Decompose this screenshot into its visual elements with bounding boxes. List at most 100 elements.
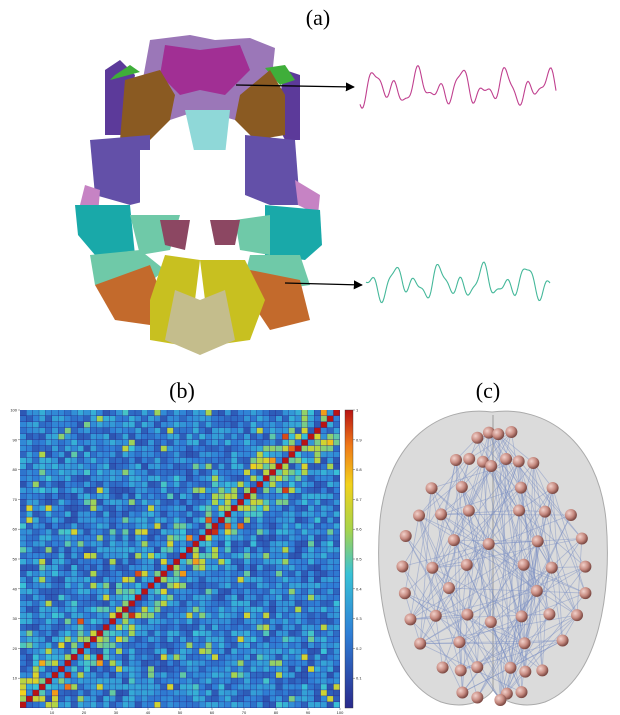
- heatmap-cell: [90, 428, 96, 434]
- heatmap-cell: [110, 583, 116, 589]
- heatmap-cell: [20, 595, 26, 601]
- heatmap-cell: [52, 565, 58, 571]
- heatmap-cell: [135, 553, 141, 559]
- heatmap-cell: [308, 428, 314, 434]
- heatmap-cell: [20, 529, 26, 535]
- heatmap-cell: [78, 642, 84, 648]
- heatmap-cell: [142, 583, 148, 589]
- heatmap-cell: [321, 529, 327, 535]
- heatmap-cell: [65, 422, 71, 428]
- heatmap-cell: [308, 648, 314, 654]
- heatmap-cell: [103, 577, 109, 583]
- heatmap-cell: [103, 476, 109, 482]
- heatmap-cell: [289, 416, 295, 422]
- heatmap-cell: [110, 428, 116, 434]
- heatmap-cell: [122, 517, 128, 523]
- heatmap-cell: [46, 672, 52, 678]
- heatmap-cell: [238, 690, 244, 696]
- heatmap-cell: [71, 648, 77, 654]
- heatmap-cell: [276, 595, 282, 601]
- heatmap-cell: [186, 595, 192, 601]
- heatmap-cell: [250, 464, 256, 470]
- heatmap-cell: [250, 607, 256, 613]
- heatmap-cell: [154, 696, 160, 702]
- heatmap-cell: [161, 702, 167, 708]
- heatmap-cell: [84, 625, 90, 631]
- node: [531, 585, 543, 597]
- heatmap-cell: [20, 541, 26, 547]
- heatmap-cell: [193, 583, 199, 589]
- heatmap-cell: [78, 499, 84, 505]
- heatmap-cell: [276, 601, 282, 607]
- heatmap-cell: [231, 565, 237, 571]
- heatmap-cell: [193, 458, 199, 464]
- heatmap-cell: [327, 541, 333, 547]
- heatmap-cell: [218, 452, 224, 458]
- heatmap-cell: [186, 535, 192, 541]
- heatmap-cell: [327, 654, 333, 660]
- heatmap-cell: [282, 666, 288, 672]
- heatmap-cell: [282, 458, 288, 464]
- heatmap-cell: [257, 601, 263, 607]
- heatmap-cell: [186, 577, 192, 583]
- node: [453, 636, 465, 648]
- heatmap-cell: [257, 416, 263, 422]
- heatmap-cell: [97, 440, 103, 446]
- heatmap-cell: [250, 696, 256, 702]
- heatmap-cell: [90, 523, 96, 529]
- heatmap-cell: [71, 642, 77, 648]
- heatmap-cell: [58, 440, 64, 446]
- node: [494, 694, 506, 706]
- heatmap-cell: [314, 410, 320, 416]
- heatmap-cell: [180, 702, 186, 708]
- heatmap-cell: [116, 410, 122, 416]
- heatmap-cell: [257, 523, 263, 529]
- heatmap-cell: [250, 493, 256, 499]
- heatmap-cell: [289, 577, 295, 583]
- heatmap-cell: [90, 648, 96, 654]
- heatmap-cell: [65, 499, 71, 505]
- heatmap-cell: [212, 428, 218, 434]
- heatmap-cell: [295, 702, 301, 708]
- heatmap-cell: [250, 625, 256, 631]
- heatmap-cell: [135, 648, 141, 654]
- heatmap-cell: [206, 678, 212, 684]
- heatmap-cell: [58, 452, 64, 458]
- heatmap-cell: [257, 672, 263, 678]
- heatmap-cell: [142, 607, 148, 613]
- heatmap-cell: [174, 660, 180, 666]
- node: [456, 481, 468, 493]
- heatmap-cell: [58, 696, 64, 702]
- heatmap-cell: [129, 470, 135, 476]
- heatmap-cell: [39, 702, 45, 708]
- heatmap-cell: [334, 493, 340, 499]
- heatmap-cell: [218, 559, 224, 565]
- heatmap-cell: [20, 458, 26, 464]
- heatmap-cell: [238, 613, 244, 619]
- heatmap-cell: [46, 547, 52, 553]
- heatmap-cell: [161, 648, 167, 654]
- heatmap-cell: [295, 553, 301, 559]
- heatmap-cell: [142, 547, 148, 553]
- heatmap-cell: [84, 571, 90, 577]
- heatmap-cell: [212, 625, 218, 631]
- heatmap-cell: [206, 428, 212, 434]
- heatmap-cell: [231, 464, 237, 470]
- heatmap-cell: [263, 613, 269, 619]
- heatmap-cell: [295, 410, 301, 416]
- heatmap-cell: [231, 601, 237, 607]
- heatmap-cell: [212, 559, 218, 565]
- heatmap-cell: [148, 476, 154, 482]
- heatmap-cell: [33, 487, 39, 493]
- heatmap-cell: [46, 487, 52, 493]
- heatmap-cell: [302, 493, 308, 499]
- heatmap-cell: [90, 416, 96, 422]
- heatmap-cell: [129, 547, 135, 553]
- heatmap-cell: [174, 416, 180, 422]
- heatmap-cell: [129, 428, 135, 434]
- heatmap-cell: [321, 470, 327, 476]
- heatmap-cell: [97, 493, 103, 499]
- heatmap-cell: [97, 535, 103, 541]
- heatmap-cell: [180, 482, 186, 488]
- heatmap-cell: [238, 523, 244, 529]
